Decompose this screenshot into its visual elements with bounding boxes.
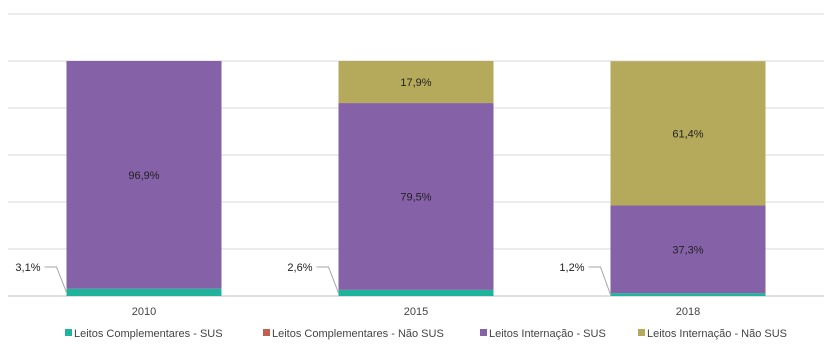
x-axis-ticks: 2010 2015 2018 [132,306,700,318]
data-label: 79,5% [400,191,431,203]
x-tick-label: 2010 [132,306,156,318]
bar-segment [610,293,766,296]
bar-segment [338,289,494,296]
legend-swatch [638,329,645,336]
x-tick-label: 2018 [676,306,700,318]
bars [66,61,766,296]
data-label: 17,9% [400,77,431,89]
legend-label: Leitos Complementares - SUS [74,328,223,340]
data-labels: 3,1% 96,9% 2,6% 79,5% 17,9% 1,2% 37,3% 61,4% [15,77,704,295]
data-label: 1,2% [559,262,584,274]
x-tick-label: 2015 [404,306,428,318]
data-label: 61,4% [672,128,703,140]
leader-line [44,266,67,293]
bar-segment [338,103,494,290]
bar-segment [610,61,766,206]
legend-label: Leitos Internação - SUS [489,328,606,340]
bar-segment [338,61,494,104]
legend-label: Leitos Internação - Não SUS [647,328,787,340]
leader-line [588,266,611,295]
data-label: 96,9% [128,170,159,182]
legend-swatch [65,329,72,336]
data-label: 3,1% [15,262,40,274]
data-label: 37,3% [672,244,703,256]
data-label: 2,6% [287,262,312,274]
legend-swatch [480,329,487,336]
bar-segment [66,61,222,289]
leader-line [316,266,339,294]
bar-segment [610,205,766,294]
legend-swatch [263,329,270,336]
bar-segment [66,288,222,296]
legend-label: Leitos Complementares - Não SUS [272,328,444,340]
legend: Leitos Complementares - SUS Leitos Comple… [65,328,787,340]
